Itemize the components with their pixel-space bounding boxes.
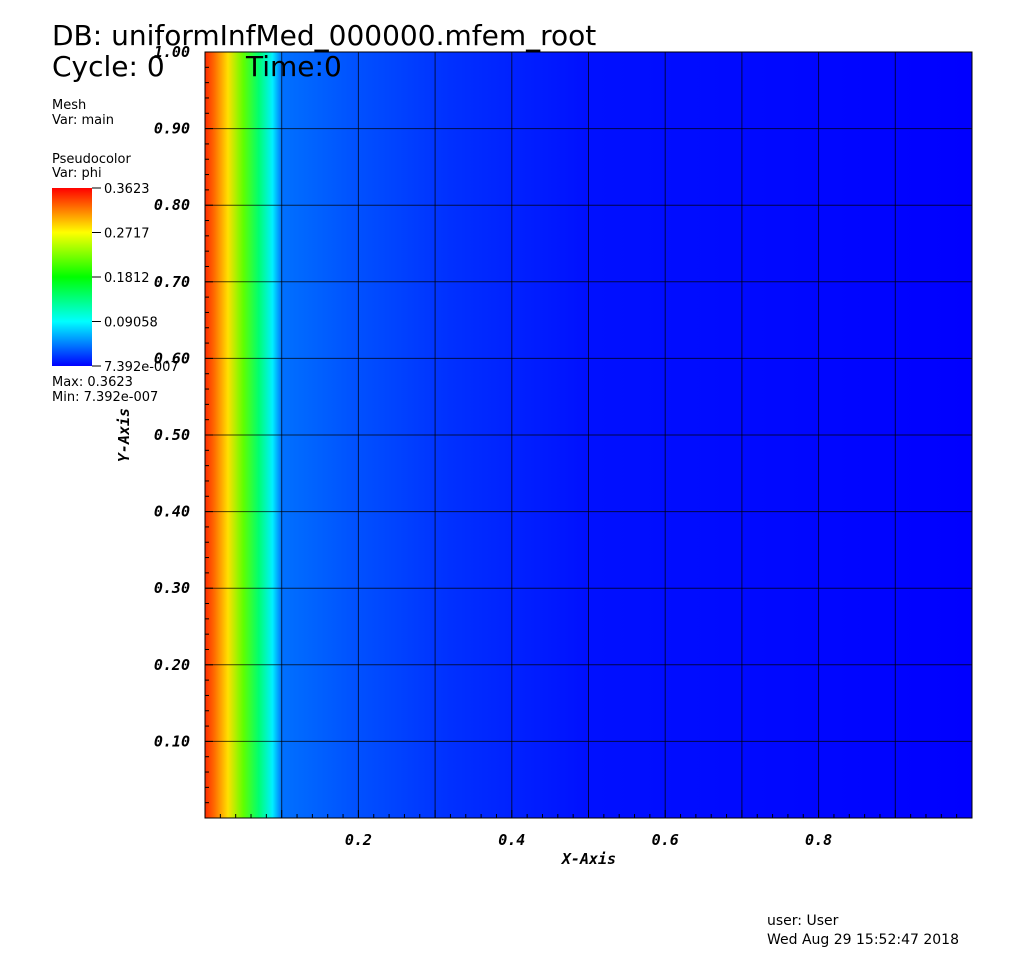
- y-tick-label: 1.00: [154, 43, 190, 61]
- color-tick-label: 0.3623: [104, 182, 150, 197]
- axis-ticks: 0.2 0.4 0.6 0.8 0.10 0.20 0.30 0.40 0.50 0.60 0.70…: [154, 43, 958, 849]
- x-tick-label: 0.8: [805, 831, 832, 849]
- y-tick-label: 0.60: [154, 349, 190, 367]
- database-title: DB: uniformInfMed_000000.mfem_root: [52, 19, 596, 52]
- color-bar-ticks: 0.3623 0.2717 0.1812 0.09058 7.392e-007: [92, 182, 179, 375]
- user: user: User: [767, 913, 839, 929]
- max-value: Max: 0.3623: [52, 375, 133, 390]
- min-value: Min: 7.392e-007: [52, 390, 158, 405]
- y-tick-label: 0.70: [154, 273, 190, 291]
- x-axis-label: X-Axis: [560, 850, 616, 868]
- color-bar: [52, 188, 92, 366]
- color-tick-label: 0.09058: [104, 316, 158, 331]
- pseudocolor-var: Var: phi: [52, 166, 102, 181]
- color-tick-label: 0.2717: [104, 227, 150, 242]
- x-tick-label: 0.6: [652, 831, 679, 849]
- color-tick-label: 7.392e-007: [104, 360, 179, 375]
- mesh-var: Var: main: [52, 113, 114, 128]
- y-tick-label: 0.30: [154, 579, 190, 597]
- x-tick-label: 0.2: [345, 831, 372, 849]
- y-axis-label: Y-Axis: [115, 408, 133, 462]
- y-tick-label: 0.10: [154, 732, 190, 750]
- cycle: Cycle: 0: [52, 50, 165, 83]
- mesh-grid: [204, 51, 973, 819]
- y-tick-label: 0.90: [154, 120, 190, 138]
- color-tick-label: 0.1812: [104, 271, 150, 286]
- y-tick-label: 0.50: [154, 426, 190, 444]
- time: Time:0: [245, 50, 342, 83]
- mesh-title: Mesh: [52, 98, 86, 113]
- y-tick-label: 0.20: [154, 656, 190, 674]
- pseudocolor-title: Pseudocolor: [52, 152, 131, 167]
- date: Wed Aug 29 15:52:47 2018: [767, 932, 959, 948]
- x-tick-label: 0.4: [498, 831, 525, 849]
- y-tick-label: 0.40: [154, 503, 190, 521]
- y-tick-label: 0.80: [154, 196, 190, 214]
